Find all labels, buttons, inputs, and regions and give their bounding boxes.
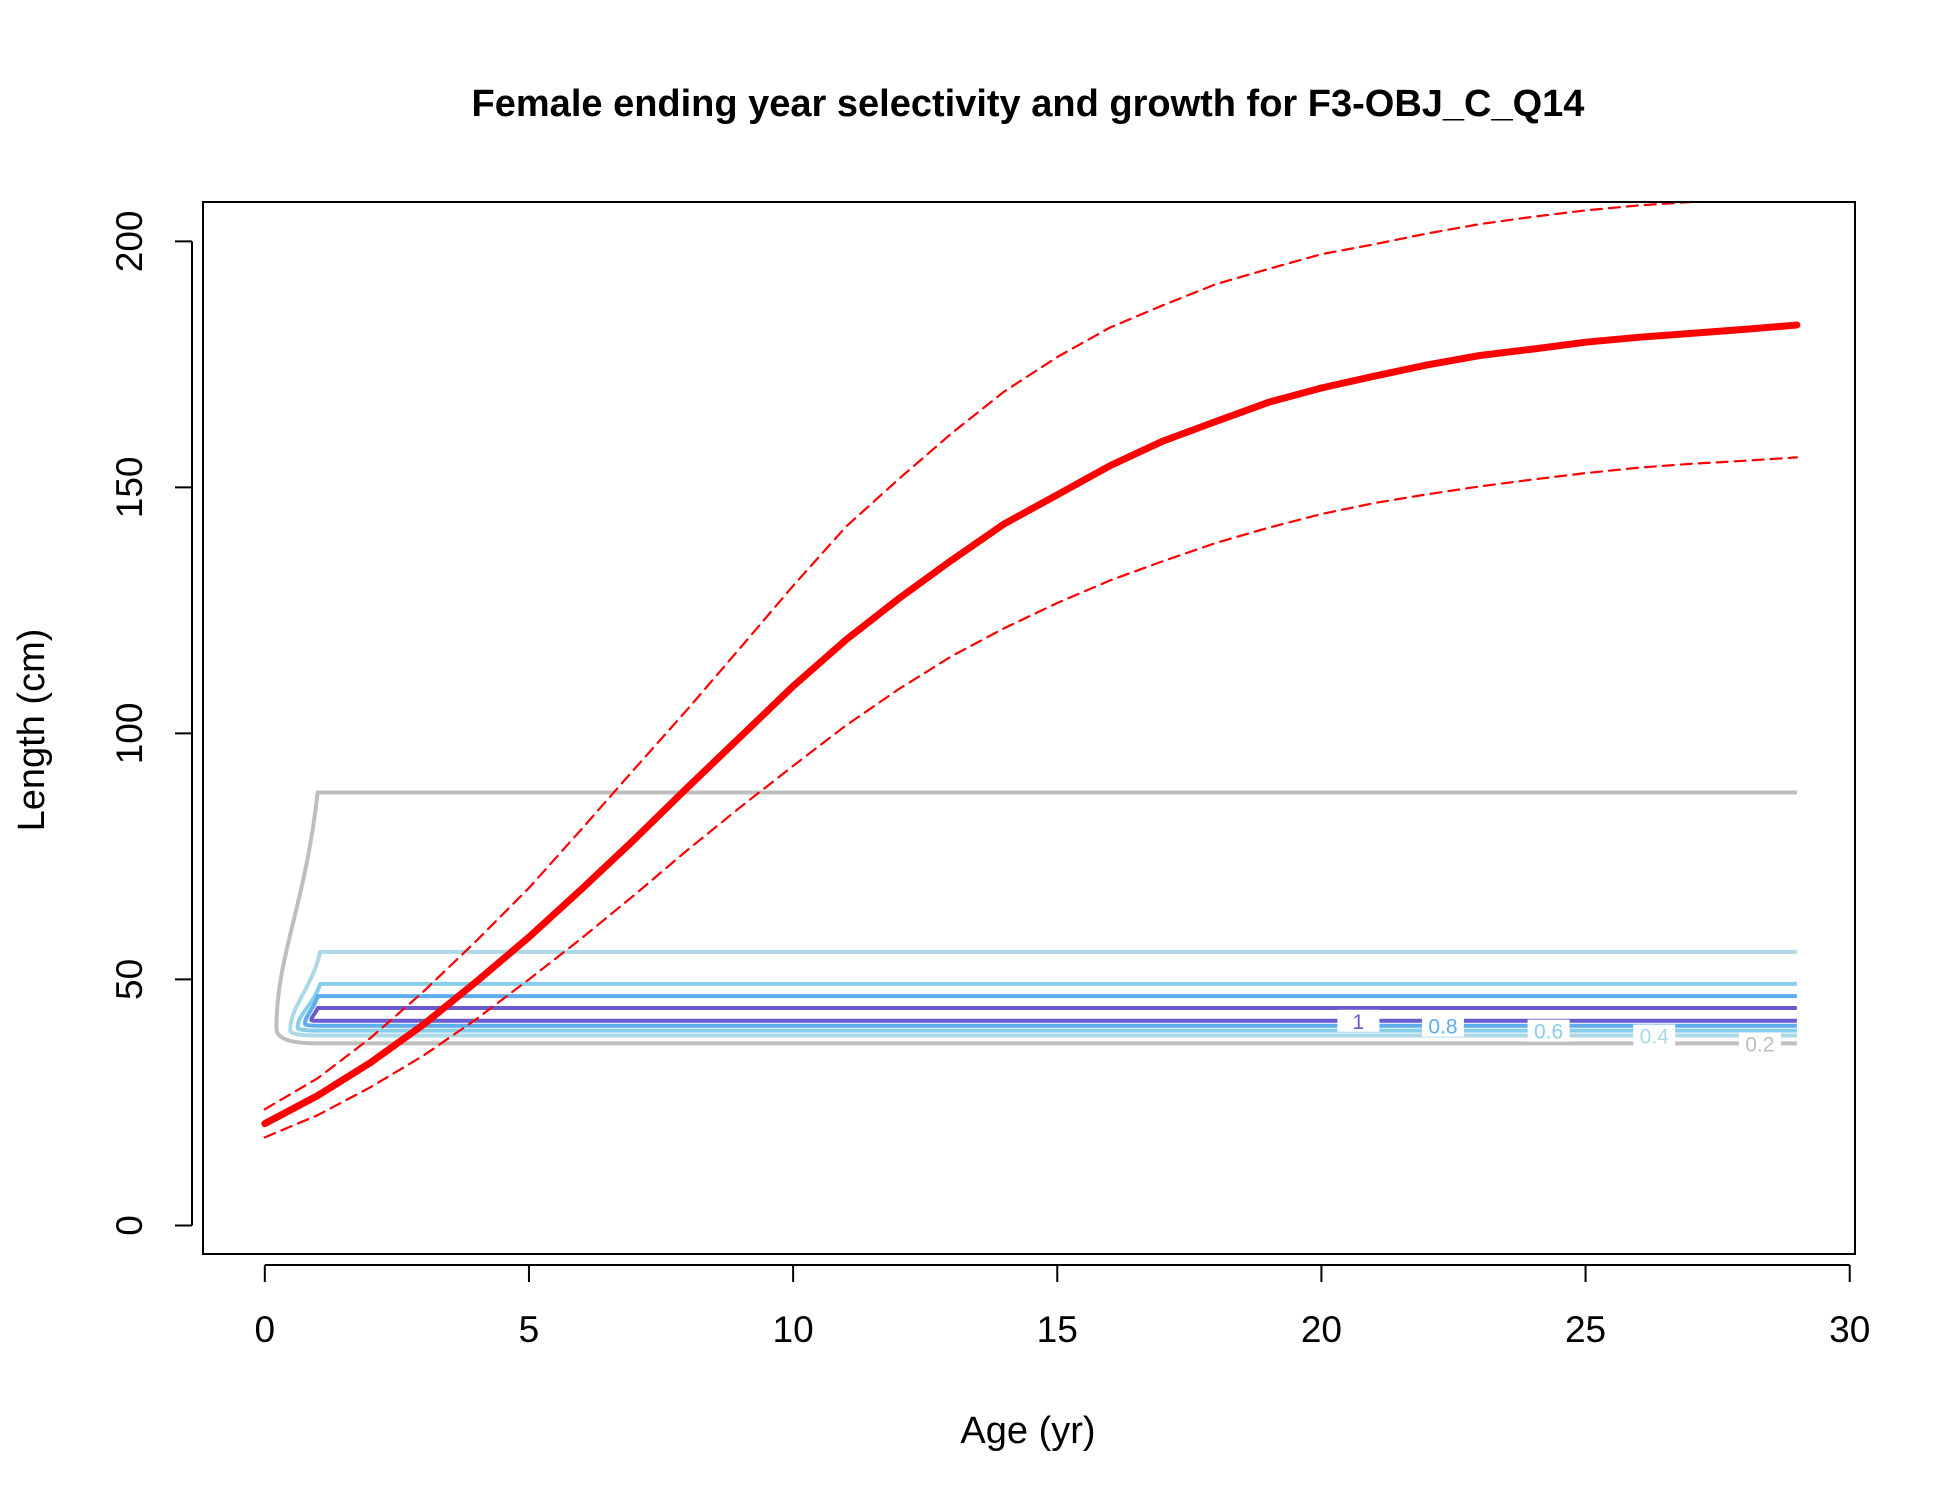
contour-label-gap	[1633, 1024, 1676, 1047]
x-tick-label: 20	[1301, 1309, 1342, 1350]
selectivity-contours	[274, 790, 1797, 1046]
growth-curves	[261, 200, 1801, 1139]
y-tick-label: 0	[109, 1215, 150, 1236]
contour-label-gap	[1527, 1019, 1570, 1042]
y-tick-label: 200	[109, 210, 150, 272]
contour-line	[274, 790, 1797, 1046]
y-tick-label: 50	[109, 959, 150, 1000]
contour-label-gap	[1337, 1009, 1380, 1032]
contour-label-gap	[1738, 1032, 1781, 1055]
y-axis: 0 50 100 150 200	[109, 210, 193, 1236]
contour-line	[309, 1005, 1797, 1023]
x-tick-label: 25	[1565, 1309, 1606, 1350]
x-tick-label: 0	[255, 1309, 276, 1350]
x-axis-label: Age (yr)	[960, 1410, 1095, 1452]
contour-label: 1	[1353, 1011, 1365, 1034]
contour-line	[295, 981, 1797, 1033]
contour-label: 0.8	[1428, 1016, 1457, 1039]
lower-interval-line	[263, 456, 1799, 1139]
x-tick-label: 15	[1037, 1309, 1078, 1350]
y-axis-label: Length (cm)	[11, 629, 53, 832]
x-tick-label: 5	[519, 1309, 540, 1350]
contour-label-gap	[1421, 1014, 1464, 1037]
contour-label: 0.4	[1640, 1026, 1670, 1049]
chart-title: Female ending year selectivity and growt…	[472, 83, 1585, 125]
contour-labels: 0.2 0.4 0.6 0.8 1	[1337, 1009, 1781, 1056]
x-tick-label: 30	[1829, 1309, 1870, 1350]
upper-interval-line	[263, 200, 1693, 1111]
plot-frame	[202, 201, 1856, 1255]
contour-label: 0.2	[1745, 1033, 1774, 1056]
x-axis: 0 5 10 15 20 25 30	[255, 1264, 1870, 1350]
mean-length-at-age-line	[261, 321, 1801, 1128]
y-tick-label: 150	[109, 457, 150, 519]
contour-label: 0.6	[1534, 1021, 1563, 1044]
contour-line	[288, 949, 1797, 1038]
x-tick-label: 10	[773, 1309, 814, 1350]
contour-line	[302, 994, 1797, 1028]
y-tick-label: 100	[109, 703, 150, 765]
